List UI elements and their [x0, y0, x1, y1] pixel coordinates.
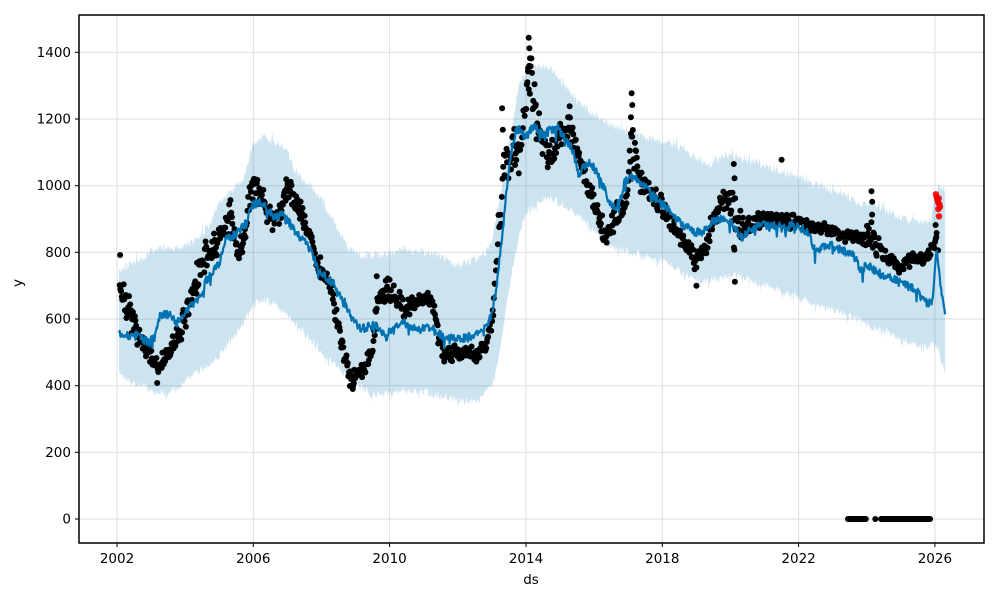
grid-lines — [79, 15, 984, 543]
y-tick-label: 0 — [62, 512, 71, 528]
y-tick-label: 200 — [45, 445, 71, 461]
y-tick-label: 1000 — [37, 178, 71, 194]
x-tick-label: 2018 — [645, 551, 679, 567]
y-tick-label: 400 — [45, 378, 71, 394]
x-tick-label: 2014 — [509, 551, 543, 567]
y-tick-label: 600 — [45, 312, 71, 328]
y-axis-label: y — [10, 279, 26, 287]
x-tick-label: 2022 — [781, 551, 815, 567]
tick-labels: 2002 2006 2010 2014 2018 2022 2026 0 200 400 600 80… — [37, 45, 952, 567]
x-tick-label: 2010 — [372, 551, 406, 567]
y-tick-label: 1200 — [37, 112, 71, 128]
x-tick-label: 2002 — [100, 551, 134, 567]
x-tick-label: 2026 — [918, 551, 952, 567]
y-tick-label: 1400 — [37, 45, 71, 61]
anomaly-points — [932, 191, 944, 220]
zero-value-points — [845, 516, 934, 522]
uncertainty-band — [119, 62, 946, 406]
chart-render-root: 2002 2006 2010 2014 2018 2022 2026 0 200 400 600 80… — [37, 14, 985, 567]
y-tick-label: 800 — [45, 245, 71, 261]
x-tick-label: 2006 — [236, 551, 270, 567]
x-axis-label: ds — [523, 572, 539, 588]
axes-spines — [78, 14, 985, 544]
forecast-line — [117, 122, 947, 350]
tick-marks — [75, 51, 936, 547]
